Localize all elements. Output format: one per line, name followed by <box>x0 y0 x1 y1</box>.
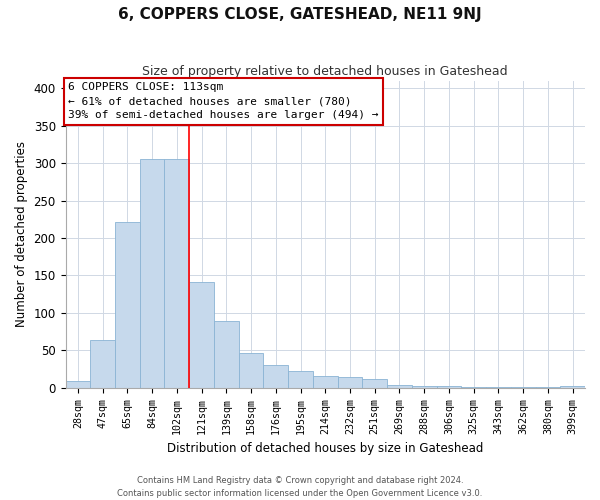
Bar <box>65 381 90 388</box>
Bar <box>461 387 486 388</box>
Title: Size of property relative to detached houses in Gateshead: Size of property relative to detached ho… <box>142 65 508 78</box>
Bar <box>90 340 115 388</box>
Bar <box>486 387 511 388</box>
Text: 6 COPPERS CLOSE: 113sqm
← 61% of detached houses are smaller (780)
39% of semi-d: 6 COPPERS CLOSE: 113sqm ← 61% of detache… <box>68 82 379 120</box>
Bar <box>560 386 585 388</box>
Bar <box>189 282 214 388</box>
Bar <box>362 379 387 388</box>
Bar <box>313 376 338 388</box>
Bar <box>115 222 140 388</box>
Bar <box>412 386 437 388</box>
Bar <box>338 378 362 388</box>
Y-axis label: Number of detached properties: Number of detached properties <box>15 141 28 327</box>
Bar <box>140 160 164 388</box>
Bar <box>536 387 560 388</box>
Bar <box>387 385 412 388</box>
Bar <box>214 321 239 388</box>
X-axis label: Distribution of detached houses by size in Gateshead: Distribution of detached houses by size … <box>167 442 484 455</box>
Text: 6, COPPERS CLOSE, GATESHEAD, NE11 9NJ: 6, COPPERS CLOSE, GATESHEAD, NE11 9NJ <box>118 8 482 22</box>
Bar <box>437 386 461 388</box>
Bar <box>263 364 288 388</box>
Bar <box>239 354 263 388</box>
Text: Contains HM Land Registry data © Crown copyright and database right 2024.
Contai: Contains HM Land Registry data © Crown c… <box>118 476 482 498</box>
Bar <box>164 160 189 388</box>
Bar <box>511 387 536 388</box>
Bar <box>288 370 313 388</box>
